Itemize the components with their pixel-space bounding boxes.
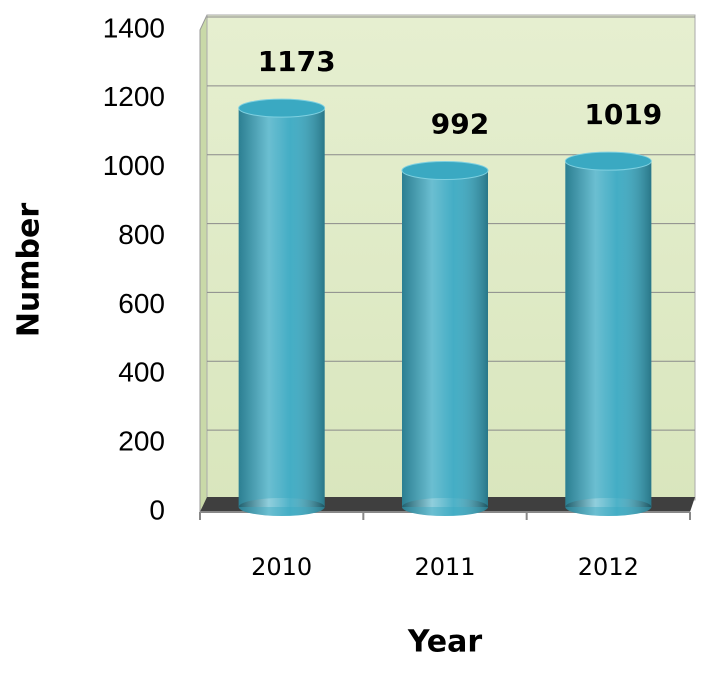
value-label: 1019 (584, 98, 662, 131)
y-tick-label: 600 (118, 288, 165, 319)
bar-base-shade (402, 498, 488, 516)
bar-cap (564, 151, 652, 171)
bar-cap (238, 98, 326, 118)
value-label: 992 (431, 107, 489, 140)
x-tick-label: 2012 (578, 553, 639, 581)
bar-shade (565, 161, 652, 507)
y-tick-label: 0 (149, 494, 165, 525)
bar-shade (402, 170, 488, 507)
y-tick-label: 800 (118, 219, 165, 250)
value-label: 1173 (258, 45, 336, 78)
bar-cap (401, 160, 489, 180)
y-tick-label: 1000 (103, 150, 165, 181)
y-tick-label: 400 (118, 357, 165, 388)
y-tick-label: 1400 (103, 12, 165, 43)
side-wall (199, 14, 208, 514)
y-tick-label: 200 (118, 426, 165, 457)
bar-base-shade (238, 498, 325, 516)
x-axis-title: Year (407, 625, 483, 660)
bar-base-shade (565, 498, 652, 516)
y-axis-title: Number (12, 203, 47, 338)
x-tick-label: 2010 (251, 553, 312, 581)
x-tick-label: 2011 (414, 553, 475, 581)
y-tick-label: 1200 (103, 81, 165, 112)
bar-shade (238, 108, 325, 507)
